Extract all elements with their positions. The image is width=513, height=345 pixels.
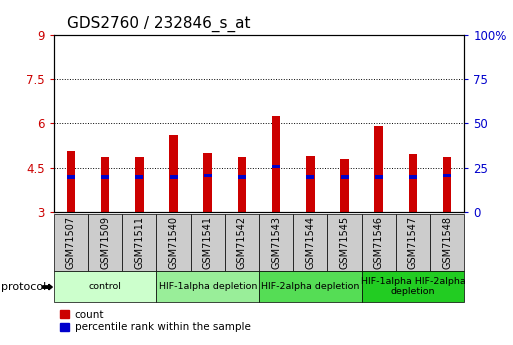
- Bar: [306, 156, 314, 212]
- Bar: [374, 126, 383, 212]
- Bar: [238, 157, 246, 212]
- Text: GSM71507: GSM71507: [66, 216, 76, 269]
- Bar: [306, 176, 314, 179]
- Bar: [409, 155, 417, 212]
- Bar: [204, 174, 212, 177]
- Bar: [156, 214, 191, 271]
- Bar: [443, 174, 451, 177]
- Bar: [54, 271, 156, 302]
- Text: control: control: [89, 282, 122, 291]
- Bar: [409, 176, 417, 179]
- Bar: [156, 271, 259, 302]
- Bar: [396, 214, 430, 271]
- Bar: [225, 214, 259, 271]
- Bar: [135, 157, 144, 212]
- Text: GSM71545: GSM71545: [340, 216, 349, 269]
- Text: GSM71546: GSM71546: [374, 216, 384, 269]
- Bar: [101, 176, 109, 179]
- Text: GSM71547: GSM71547: [408, 216, 418, 269]
- Text: GSM71509: GSM71509: [100, 216, 110, 269]
- Bar: [259, 214, 293, 271]
- Bar: [238, 176, 246, 179]
- Text: GSM71543: GSM71543: [271, 216, 281, 269]
- Bar: [169, 135, 178, 212]
- Text: GSM71548: GSM71548: [442, 216, 452, 269]
- Bar: [374, 176, 383, 179]
- Bar: [341, 176, 349, 179]
- Bar: [67, 151, 75, 212]
- Bar: [293, 214, 327, 271]
- Bar: [430, 214, 464, 271]
- Text: protocol: protocol: [1, 282, 46, 292]
- Bar: [443, 157, 451, 212]
- Text: HIF-2alpha depletion: HIF-2alpha depletion: [261, 282, 360, 291]
- Text: HIF-1alpha HIF-2alpha
depletion: HIF-1alpha HIF-2alpha depletion: [361, 277, 465, 296]
- Bar: [191, 214, 225, 271]
- Bar: [101, 157, 109, 212]
- Bar: [340, 159, 349, 212]
- Bar: [204, 153, 212, 212]
- Bar: [135, 176, 144, 179]
- Bar: [67, 176, 75, 179]
- Bar: [272, 116, 281, 212]
- Bar: [362, 214, 396, 271]
- Legend: count, percentile rank within the sample: count, percentile rank within the sample: [59, 309, 251, 334]
- Bar: [327, 214, 362, 271]
- Bar: [169, 176, 177, 179]
- Text: GSM71541: GSM71541: [203, 216, 213, 269]
- Text: GDS2760 / 232846_s_at: GDS2760 / 232846_s_at: [67, 16, 250, 32]
- Text: GSM71544: GSM71544: [305, 216, 315, 269]
- Text: GSM71540: GSM71540: [169, 216, 179, 269]
- Bar: [88, 214, 122, 271]
- Bar: [272, 165, 280, 168]
- Bar: [122, 214, 156, 271]
- Bar: [362, 271, 464, 302]
- Bar: [259, 271, 362, 302]
- Bar: [54, 214, 88, 271]
- Text: GSM71511: GSM71511: [134, 216, 144, 269]
- Text: HIF-1alpha depletion: HIF-1alpha depletion: [159, 282, 257, 291]
- Text: GSM71542: GSM71542: [237, 216, 247, 269]
